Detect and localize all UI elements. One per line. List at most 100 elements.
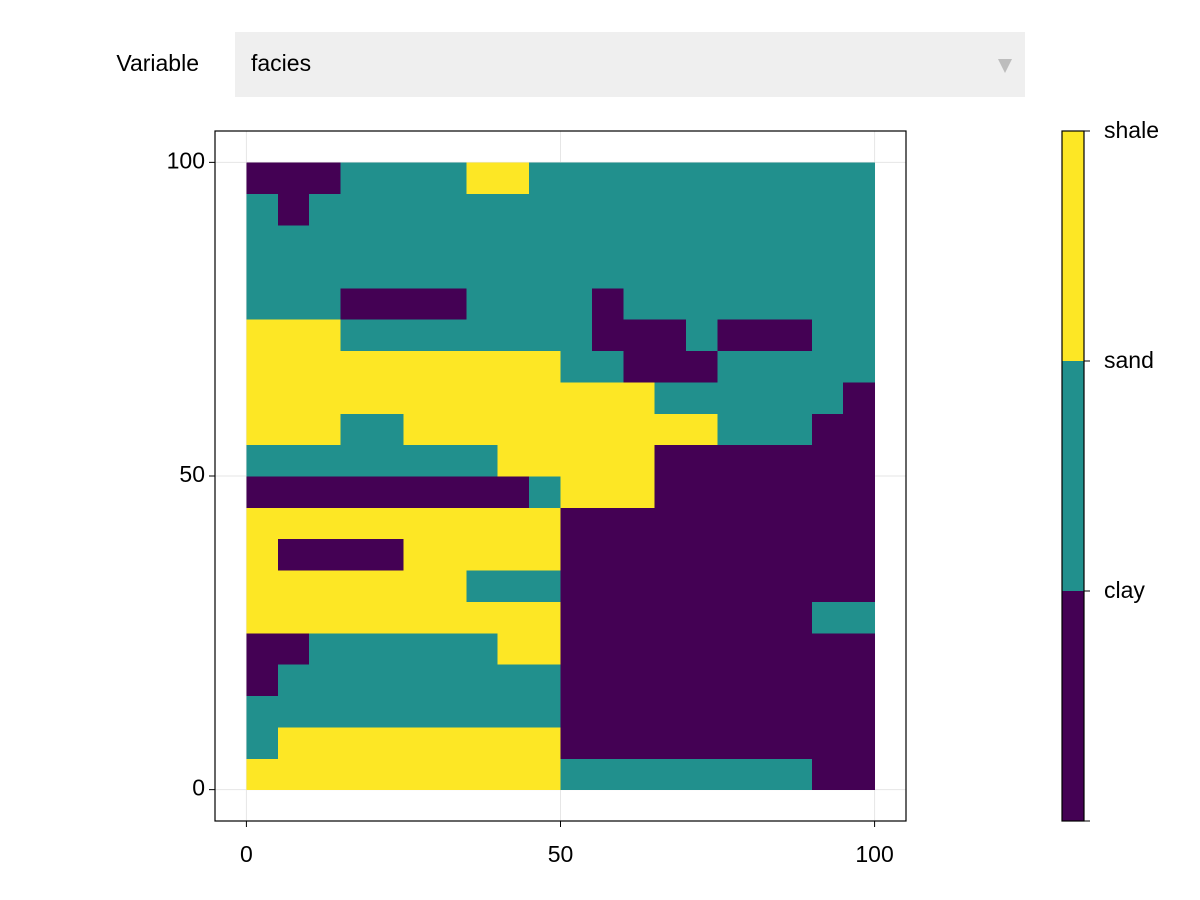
cell: [591, 601, 624, 634]
cell: [686, 287, 719, 320]
cell: [309, 570, 342, 602]
cell: [277, 758, 310, 791]
cell: [309, 381, 342, 414]
cell: [372, 758, 404, 791]
cell: [623, 664, 656, 697]
cell: [623, 225, 656, 257]
cell: [560, 695, 593, 728]
cell: [309, 726, 342, 759]
cell: [529, 476, 561, 508]
cell: [686, 664, 719, 697]
cell: [591, 287, 624, 320]
cell: [497, 570, 530, 602]
cell: [340, 413, 373, 446]
cell: [591, 507, 624, 540]
dropdown[interactable]: facies: [235, 32, 1025, 97]
dropdown-value[interactable]: facies: [251, 50, 311, 76]
cell: [591, 413, 624, 446]
cell: [466, 507, 499, 540]
cell: [340, 601, 373, 634]
cell: [466, 444, 499, 477]
cell: [560, 601, 593, 634]
cell: [466, 193, 499, 226]
cell: [811, 381, 844, 414]
cell: [403, 193, 436, 226]
cell: [717, 726, 750, 759]
cell: [623, 413, 656, 446]
cell: [717, 664, 750, 697]
cell: [686, 570, 719, 602]
cell: [466, 162, 499, 195]
cell: [686, 632, 719, 665]
x-tick-label: 100: [855, 841, 893, 867]
cell: [623, 162, 656, 195]
cell: [277, 632, 310, 665]
cell: [591, 538, 624, 571]
cell: [717, 287, 750, 320]
cell: [529, 570, 561, 602]
colorbar-tick-label: shale: [1104, 117, 1159, 143]
cell: [686, 413, 719, 446]
cell: [717, 476, 750, 508]
cell: [843, 601, 876, 634]
cell: [717, 601, 750, 634]
cell: [748, 381, 781, 414]
cell: [434, 193, 467, 226]
cell: [309, 632, 342, 665]
cell: [277, 287, 310, 320]
cell: [654, 319, 687, 352]
y-tick-label: 100: [167, 147, 205, 173]
cell: [623, 444, 656, 477]
cell: [309, 350, 342, 383]
cell: [591, 632, 624, 665]
colorbar-tick-label: clay: [1104, 577, 1145, 603]
cell: [246, 664, 279, 697]
cell: [560, 726, 593, 759]
cell: [434, 632, 467, 665]
cell: [466, 256, 499, 289]
cell: [654, 570, 687, 602]
cell: [497, 476, 530, 508]
cell: [560, 444, 593, 477]
cell: [560, 570, 593, 602]
cell: [434, 758, 467, 791]
cell: [623, 726, 656, 759]
cell: [497, 225, 530, 257]
cell: [843, 444, 876, 477]
cell: [529, 632, 561, 665]
cell: [372, 695, 404, 728]
cell: [277, 726, 310, 759]
cell: [811, 413, 844, 446]
cell: [309, 162, 342, 195]
cell: [811, 162, 844, 195]
cell: [246, 162, 279, 195]
colorbar-frame: [1061, 130, 1085, 822]
cell: [340, 476, 373, 508]
dropdown-arrow[interactable]: [998, 59, 1012, 73]
cell: [403, 444, 436, 477]
dropdown-box[interactable]: [235, 32, 1025, 97]
cell: [780, 507, 813, 540]
cell: [780, 225, 813, 257]
cell: [623, 758, 656, 791]
cell: [309, 758, 342, 791]
cell: [246, 381, 279, 414]
cell: [434, 225, 467, 257]
cell: [497, 664, 530, 697]
cell: [780, 319, 813, 352]
cell: [246, 570, 279, 602]
cell: [717, 758, 750, 791]
cell: [623, 287, 656, 320]
cell: [277, 350, 310, 383]
cell: [560, 664, 593, 697]
cell: [309, 476, 342, 508]
cell: [623, 601, 656, 634]
cell: [529, 601, 561, 634]
cell: [246, 507, 279, 540]
cell: [843, 476, 876, 508]
cell: [340, 664, 373, 697]
cell: [748, 319, 781, 352]
cell: [466, 350, 499, 383]
cell: [717, 193, 750, 226]
